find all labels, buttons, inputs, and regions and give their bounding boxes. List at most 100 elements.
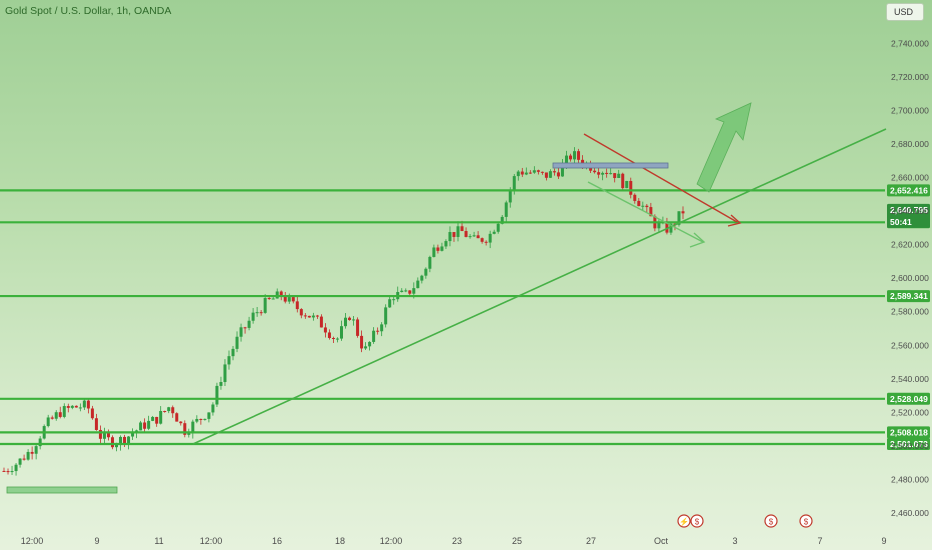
candle-body bbox=[287, 297, 291, 302]
candle-body bbox=[151, 416, 155, 421]
level-price-label: 2,501.073 bbox=[890, 439, 928, 449]
candle-body bbox=[360, 335, 364, 349]
candle-body bbox=[432, 247, 436, 257]
candle-body bbox=[440, 246, 444, 251]
candle-body bbox=[339, 326, 343, 339]
candle-body bbox=[331, 337, 335, 339]
projection-line bbox=[587, 181, 704, 243]
candle-body bbox=[14, 464, 18, 472]
candle-body bbox=[384, 307, 388, 325]
bullish-projection-arrow bbox=[696, 102, 752, 193]
candle-body bbox=[569, 155, 573, 160]
candle-body bbox=[468, 236, 472, 238]
candle-body bbox=[484, 241, 488, 243]
x-tick-label: 16 bbox=[272, 536, 282, 546]
candle-body bbox=[311, 315, 315, 318]
candle-body bbox=[215, 385, 219, 405]
candle-body bbox=[123, 436, 127, 444]
candle-body bbox=[102, 433, 106, 439]
level-price-tag bbox=[887, 426, 930, 439]
y-tick-label: 2,520.000 bbox=[891, 407, 929, 417]
economic-event-glyph: $ bbox=[695, 518, 700, 527]
candle-body bbox=[392, 299, 396, 301]
candle-body bbox=[669, 223, 673, 233]
candle-body bbox=[609, 173, 613, 175]
candle-body bbox=[424, 268, 428, 276]
candle-body bbox=[271, 298, 275, 300]
x-tick-label: 23 bbox=[452, 536, 462, 546]
candle-body bbox=[303, 315, 307, 317]
candle-body bbox=[677, 211, 681, 225]
price-axis[interactable]: 2,460.000 2,480.000 2,500.000 2,520.000 2,54… bbox=[891, 39, 929, 518]
candle-body bbox=[251, 312, 255, 321]
candle-body bbox=[191, 421, 195, 434]
x-tick-label: 9 bbox=[94, 536, 99, 546]
candle-body bbox=[601, 172, 605, 175]
candle-body bbox=[665, 221, 669, 233]
countdown-label: 50:41 bbox=[890, 217, 912, 227]
candle-body bbox=[464, 231, 468, 237]
candle-body bbox=[344, 317, 348, 327]
candle-body bbox=[645, 205, 649, 208]
candle-body bbox=[649, 207, 653, 217]
candle-body bbox=[352, 319, 356, 321]
candle-body bbox=[147, 420, 151, 429]
candle-body bbox=[412, 288, 416, 294]
candle-body bbox=[131, 433, 135, 437]
economic-event-icon bbox=[677, 514, 691, 528]
candle-body bbox=[348, 317, 352, 321]
candle-body bbox=[307, 315, 311, 318]
candle-body bbox=[460, 226, 464, 232]
candle-body bbox=[577, 151, 581, 160]
economic-event-icon bbox=[799, 514, 813, 528]
candle-body bbox=[448, 232, 452, 242]
candle-body bbox=[492, 231, 496, 234]
candle-body bbox=[263, 297, 267, 313]
y-tick-label: 2,620.000 bbox=[891, 240, 929, 250]
candle-body bbox=[94, 418, 98, 430]
candle-body bbox=[90, 408, 94, 419]
x-tick-label: 11 bbox=[154, 536, 163, 546]
candle-body bbox=[444, 241, 448, 247]
y-tick-label: 2,460.000 bbox=[891, 508, 929, 518]
currency-button[interactable]: USD bbox=[886, 3, 924, 21]
candle-body bbox=[54, 412, 58, 419]
candle-body bbox=[364, 346, 368, 349]
candle-body bbox=[203, 418, 207, 420]
candle-body bbox=[295, 301, 299, 310]
candle-body bbox=[508, 190, 512, 203]
candle-body bbox=[255, 312, 259, 314]
y-tick-label: 2,680.000 bbox=[891, 139, 929, 149]
y-tick-label: 2,600.000 bbox=[891, 273, 929, 283]
candle-body bbox=[22, 458, 26, 460]
candle-body bbox=[38, 438, 42, 447]
candle-body bbox=[556, 172, 560, 177]
candle-body bbox=[235, 336, 239, 349]
level-price-tag bbox=[887, 184, 930, 197]
horizontal-levels: 2,652.4162,633.3692,589.3412,528.0492,50… bbox=[0, 184, 930, 451]
candle-body bbox=[496, 223, 500, 232]
candle-body bbox=[26, 451, 30, 460]
time-axis[interactable]: 12:00 9 11 12:00 16 18 12:00 23 25 27 Oct 3 7 9 bbox=[21, 536, 887, 546]
current-price-tag bbox=[887, 203, 930, 228]
candle-body bbox=[187, 433, 191, 435]
candle-body bbox=[139, 422, 143, 431]
y-tick-label: 2,540.000 bbox=[891, 374, 929, 384]
candle-body bbox=[613, 173, 617, 179]
candle-body bbox=[50, 417, 54, 419]
candle-body bbox=[167, 407, 171, 412]
candle-body bbox=[2, 470, 6, 472]
level-price-label: 2,508.018 bbox=[890, 427, 928, 437]
candle-body bbox=[633, 194, 637, 201]
candle-body bbox=[524, 172, 528, 175]
candle-body bbox=[155, 416, 159, 424]
level-price-label: 2,652.416 bbox=[890, 185, 928, 195]
candle-body bbox=[46, 417, 50, 427]
support-trendline bbox=[192, 128, 887, 445]
candle-body bbox=[66, 406, 70, 408]
candle-body bbox=[10, 471, 14, 473]
candle-body bbox=[247, 320, 251, 328]
candle-body bbox=[593, 170, 597, 173]
